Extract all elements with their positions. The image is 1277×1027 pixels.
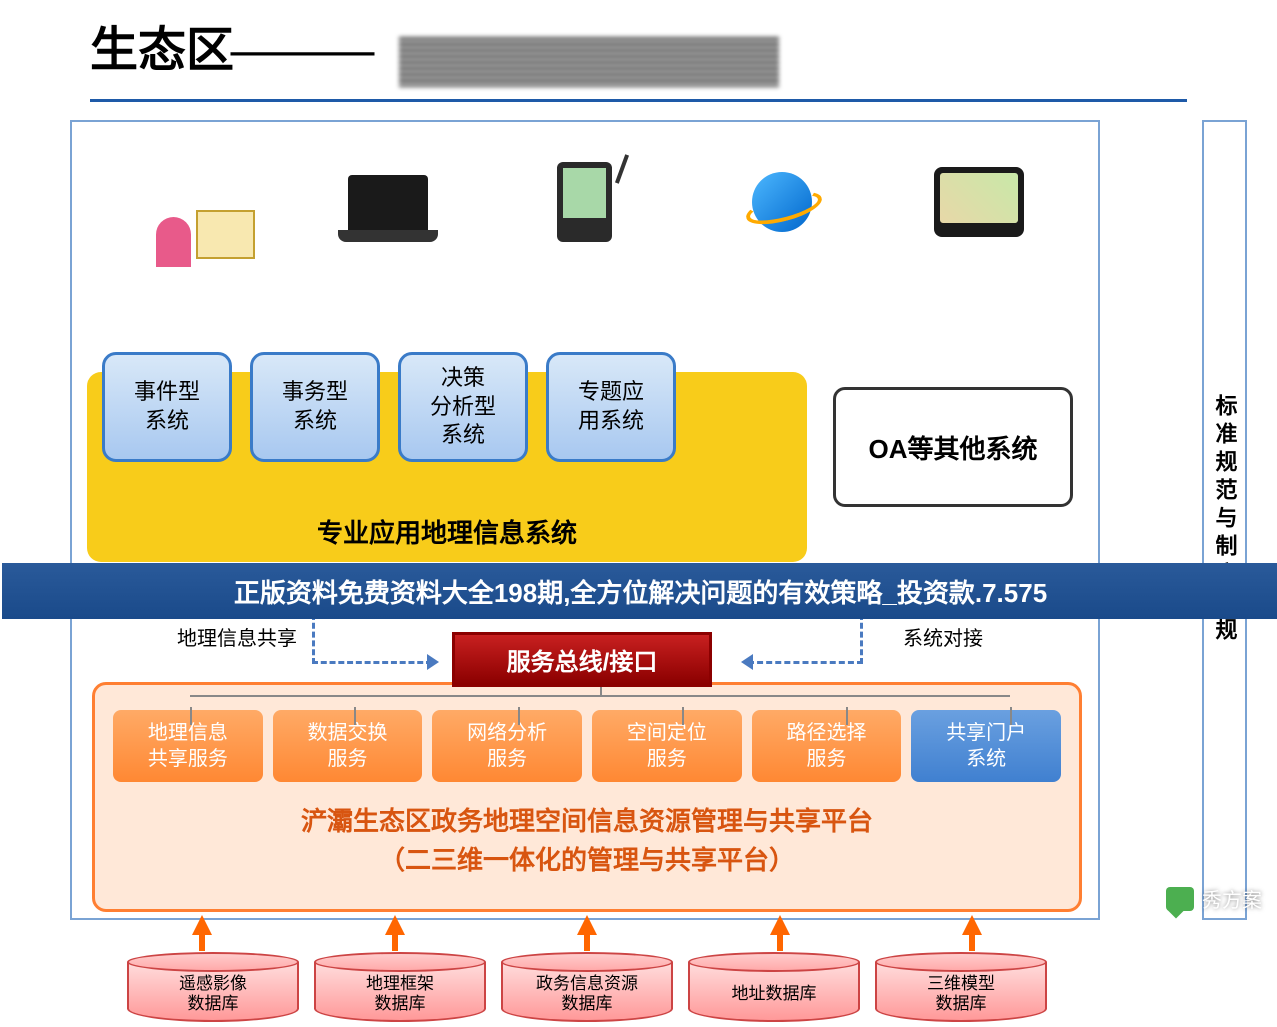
watermark: 秀方案 <box>1166 884 1262 913</box>
user-terminal-icon <box>146 162 236 242</box>
gps-device-icon <box>934 162 1024 242</box>
system-dock-label: 系统对接 <box>903 622 983 651</box>
up-arrow-icon <box>770 915 790 935</box>
service-spatial-location: 空间定位服务 <box>592 710 742 782</box>
db-arrows-row <box>92 915 1082 935</box>
geo-share-label: 地理信息共享 <box>177 622 297 651</box>
db-3d-model: 三维模型数据库 <box>875 952 1047 1027</box>
platform-title: 浐灞生态区政务地理空间信息资源管理与共享平台 （二三维一体化的管理与共享平台） <box>95 802 1079 880</box>
dashed-connector-right <box>748 614 863 664</box>
service-portal: 共享门户系统 <box>911 710 1061 782</box>
services-row: 地理信息共享服务 数据交换服务 网络分析服务 空间定位服务 路径选择服务 共享门… <box>95 710 1079 782</box>
title-dash: ——— <box>230 23 374 78</box>
main-diagram-panel: 事件型系统 事务型系统 决策分析型系统 专题应用系统 专业应用地理信息系统 OA… <box>70 120 1100 920</box>
system-box-transaction: 事务型系统 <box>250 352 380 462</box>
pda-icon <box>540 162 630 242</box>
standards-side-panel: 标准规范与制度法规 <box>1202 120 1247 920</box>
up-arrow-icon <box>192 915 212 935</box>
databases-row: 遥感影像数据库 地理框架数据库 政务信息资源数据库 地址数据库 三维模型数据库 <box>92 952 1082 1027</box>
db-address: 地址数据库 <box>688 952 860 1027</box>
db-remote-sensing: 遥感影像数据库 <box>127 952 299 1027</box>
service-route-select: 路径选择服务 <box>752 710 902 782</box>
system-boxes-row: 事件型系统 事务型系统 决策分析型系统 专题应用系统 <box>102 352 676 462</box>
arrow-left-icon <box>427 654 439 670</box>
icons-row <box>72 122 1098 257</box>
redacted-smear <box>399 37 779 87</box>
service-network-analysis: 网络分析服务 <box>432 710 582 782</box>
gis-application-block: 事件型系统 事务型系统 决策分析型系统 专题应用系统 专业应用地理信息系统 <box>87 372 807 562</box>
service-bus-box: 服务总线/接口 <box>452 632 712 687</box>
service-data-exchange: 数据交换服务 <box>273 710 423 782</box>
header: 生态区 ——— <box>0 0 1277 102</box>
header-rule <box>90 99 1187 102</box>
system-box-analysis: 决策分析型系统 <box>398 352 528 462</box>
ie-browser-icon <box>737 162 827 242</box>
system-box-special: 专题应用系统 <box>546 352 676 462</box>
wechat-icon <box>1166 887 1194 911</box>
overlay-banner: 正版资料免费资料大全198期,全方位解决问题的有效策略_投资款.7.575 <box>2 563 1277 619</box>
system-box-event: 事件型系统 <box>102 352 232 462</box>
laptop-icon <box>343 162 433 242</box>
db-gov-info: 政务信息资源数据库 <box>501 952 673 1027</box>
service-geo-share: 地理信息共享服务 <box>113 710 263 782</box>
gis-block-title: 专业应用地理信息系统 <box>87 513 807 550</box>
arrow-right-icon <box>741 654 753 670</box>
oa-systems-box: OA等其他系统 <box>833 387 1073 507</box>
db-geo-framework: 地理框架数据库 <box>314 952 486 1027</box>
up-arrow-icon <box>962 915 982 935</box>
platform-block: 地理信息共享服务 数据交换服务 网络分析服务 空间定位服务 路径选择服务 共享门… <box>92 682 1082 912</box>
page-title: 生态区 <box>90 10 234 80</box>
up-arrow-icon <box>577 915 597 935</box>
up-arrow-icon <box>385 915 405 935</box>
dashed-connector-left <box>312 614 432 664</box>
platform-title-line1: 浐灞生态区政务地理空间信息资源管理与共享平台 <box>95 802 1079 841</box>
platform-title-line2: （二三维一体化的管理与共享平台） <box>95 841 1079 880</box>
tree-connector <box>190 695 1010 713</box>
watermark-text: 秀方案 <box>1202 884 1262 913</box>
